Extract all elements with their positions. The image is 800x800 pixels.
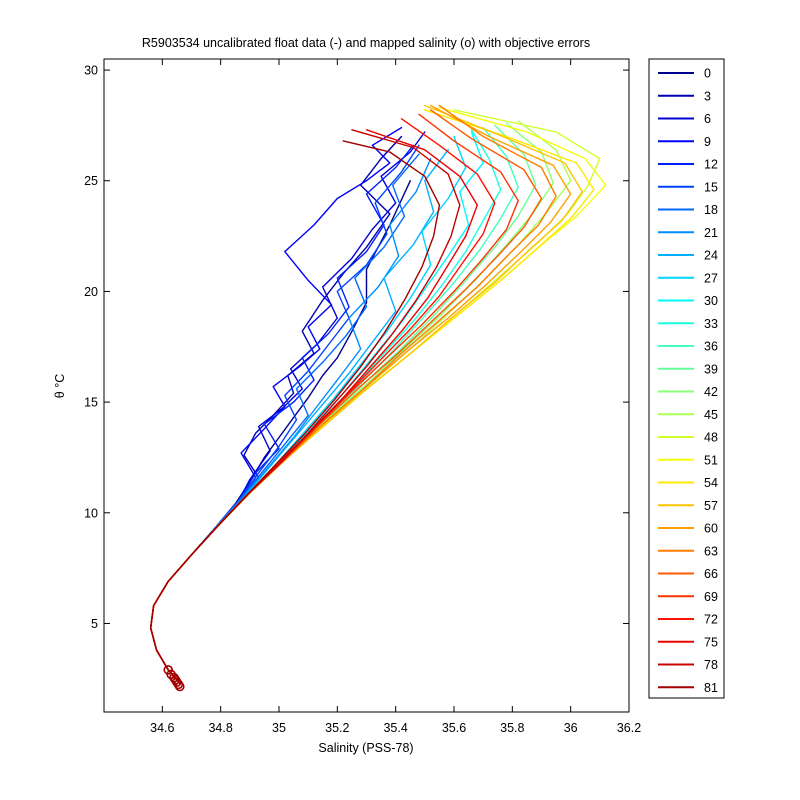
series-line-51 xyxy=(149,106,607,684)
series-line-36 xyxy=(149,126,519,684)
y-tick-label: 10 xyxy=(84,506,98,520)
legend-label-72: 72 xyxy=(704,613,718,627)
legend: 0369121518212427303336394245485154576063… xyxy=(648,58,725,699)
x-tick-label: 34.6 xyxy=(150,721,174,735)
legend-label-21: 21 xyxy=(704,226,718,240)
legend-label-27: 27 xyxy=(704,271,718,285)
legend-label-78: 78 xyxy=(704,658,718,672)
series-line-30 xyxy=(149,131,484,684)
x-tick-label: 34.8 xyxy=(208,721,232,735)
legend-label-54: 54 xyxy=(704,476,718,490)
legend-label-33: 33 xyxy=(704,317,718,331)
series-line-57 xyxy=(149,104,583,684)
series-line-9 xyxy=(149,126,403,684)
legend-label-60: 60 xyxy=(704,522,718,536)
x-tick-label: 36.2 xyxy=(617,721,641,735)
legend-label-0: 0 xyxy=(704,67,711,81)
y-tick-label: 30 xyxy=(84,64,98,78)
series-line-24 xyxy=(149,149,449,684)
legend-label-51: 51 xyxy=(704,453,718,467)
legend-label-30: 30 xyxy=(704,294,718,308)
mapped-salinity-point xyxy=(175,681,185,692)
series-line-15 xyxy=(149,144,420,684)
legend-label-69: 69 xyxy=(704,590,718,604)
series-line-33 xyxy=(149,129,502,684)
y-axis-label: θ °C xyxy=(53,374,67,398)
series-line-48 xyxy=(149,109,601,684)
legend-label-6: 6 xyxy=(704,112,711,126)
y-tick-label: 20 xyxy=(84,285,98,299)
series-line-12 xyxy=(149,144,414,684)
series-line-75 xyxy=(149,129,478,684)
legend-label-48: 48 xyxy=(704,431,718,445)
chart-title: R5903534 uncalibrated float data (-) and… xyxy=(142,36,590,50)
legend-label-12: 12 xyxy=(704,158,718,172)
series-layer xyxy=(149,104,607,684)
legend-label-36: 36 xyxy=(704,340,718,354)
x-axis-label: Salinity (PSS-78) xyxy=(318,741,413,755)
x-tick-label: 35.6 xyxy=(442,721,466,735)
y-tick-label: 5 xyxy=(91,617,98,631)
legend-label-42: 42 xyxy=(704,385,718,399)
series-line-0 xyxy=(149,179,411,684)
legend-label-63: 63 xyxy=(704,544,718,558)
mapped-salinity-markers xyxy=(163,665,185,692)
series-line-72 xyxy=(149,118,496,684)
legend-label-66: 66 xyxy=(704,567,718,581)
series-line-78 xyxy=(149,129,461,684)
series-line-81 xyxy=(149,140,441,684)
series-line-27 xyxy=(149,135,467,684)
legend-label-9: 9 xyxy=(704,135,711,149)
plot-area-frame xyxy=(103,58,630,713)
x-tick-label: 36 xyxy=(564,721,578,735)
legend-items: 0369121518212427303336394245485154576063… xyxy=(658,67,718,695)
x-tick-label: 35 xyxy=(272,721,286,735)
legend-label-57: 57 xyxy=(704,499,718,513)
legend-label-3: 3 xyxy=(704,89,711,103)
legend-label-81: 81 xyxy=(704,681,718,695)
x-tick-label: 35.2 xyxy=(325,721,349,735)
legend-label-15: 15 xyxy=(704,180,718,194)
y-axis-ticks: 5 10 15 20 25 30 xyxy=(84,64,629,631)
x-tick-label: 35.8 xyxy=(500,721,524,735)
y-tick-label: 15 xyxy=(84,396,98,410)
y-tick-label: 25 xyxy=(84,174,98,188)
legend-label-39: 39 xyxy=(704,362,718,376)
legend-label-75: 75 xyxy=(704,635,718,649)
x-axis-ticks: 34.6 34.8 35 35.2 35.4 35.6 35.8 36 36.2 xyxy=(150,59,641,735)
legend-label-18: 18 xyxy=(704,203,718,217)
legend-box xyxy=(648,58,725,699)
legend-label-45: 45 xyxy=(704,408,718,422)
legend-label-24: 24 xyxy=(704,249,718,263)
x-tick-label: 35.4 xyxy=(383,721,407,735)
series-line-3 xyxy=(149,135,403,684)
series-line-6 xyxy=(149,131,426,684)
